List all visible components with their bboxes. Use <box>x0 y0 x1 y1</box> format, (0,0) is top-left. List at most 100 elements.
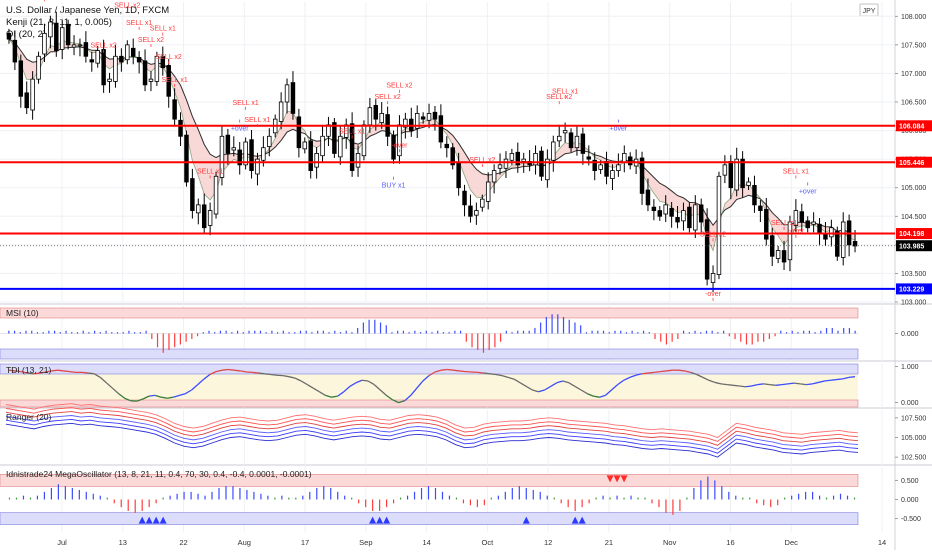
candle-body <box>232 148 236 150</box>
candle-body <box>557 136 561 141</box>
y-tick-label: 0.000 <box>901 331 919 338</box>
y-tick-label: 105.000 <box>901 435 926 442</box>
candle-body <box>19 61 23 96</box>
tdi-lower-band <box>0 400 858 407</box>
signal-label: SELL x1 <box>783 168 809 175</box>
level-price-label: 106.084 <box>899 123 924 130</box>
tdi-line <box>678 370 684 371</box>
candle-body <box>628 157 632 165</box>
y-tick-label: 102.500 <box>901 455 926 462</box>
candle-body <box>688 207 692 228</box>
candle-body <box>374 105 378 119</box>
level-price-label: 105.446 <box>899 160 924 167</box>
tdi-line <box>642 373 648 374</box>
signal-label: SELL x2 <box>386 83 412 90</box>
candle-body <box>664 205 668 214</box>
tdi-line <box>82 372 88 373</box>
candle-body <box>693 205 697 230</box>
candle-body <box>303 142 307 149</box>
candle-body <box>250 140 254 171</box>
candle-body <box>835 231 839 256</box>
y-tick-label: 103.000 <box>901 300 926 307</box>
candle-body <box>776 251 780 259</box>
tdi-line <box>52 370 58 371</box>
candle-body <box>753 185 757 204</box>
signal-label: SELL x2 <box>91 43 117 50</box>
candle-body <box>143 61 147 85</box>
candle-body <box>676 217 680 222</box>
candle-body <box>66 24 70 45</box>
candle-body <box>54 23 58 50</box>
kenji-cloud <box>9 39 855 250</box>
tdi-line <box>825 380 831 381</box>
y-tick-label: -0.500 <box>901 516 921 523</box>
candle-body <box>31 79 35 110</box>
candle-body <box>102 49 106 84</box>
candle-body <box>297 117 301 148</box>
y-tick-label: 105.000 <box>901 185 926 192</box>
candle-body <box>433 112 437 119</box>
signal-label: -over <box>788 228 805 235</box>
tdi-line <box>776 385 782 386</box>
tdi-line <box>660 371 666 372</box>
candle-body <box>338 136 342 157</box>
tdi-line <box>88 373 94 374</box>
candle-body <box>498 165 502 168</box>
tdi-line <box>362 380 368 381</box>
signal-label: SELL x2 <box>919 0 932 2</box>
candle-body <box>741 159 745 188</box>
candle-body <box>96 51 100 64</box>
y-tick-label: 0.500 <box>901 478 919 485</box>
candle-body <box>84 43 88 57</box>
candle-body <box>445 144 449 147</box>
candle-body <box>782 251 786 262</box>
tdi-line <box>831 380 837 381</box>
tdi-line <box>58 370 64 371</box>
candle-body <box>380 113 384 122</box>
signal-label: SELL x1 <box>244 117 270 124</box>
candle-body <box>421 117 425 119</box>
level-price-label: 104.198 <box>899 231 924 238</box>
tdi-line <box>447 369 453 370</box>
pane-title: MSI (10) <box>6 308 39 318</box>
pane-title: Idnistrade24 MegaOscillator (13, 8, 21, … <box>6 469 312 479</box>
signal-label: BUY x1 <box>382 183 406 190</box>
last-price-label: 103.985 <box>899 243 924 250</box>
x-tick-label: Dec <box>785 538 799 547</box>
signal-label: SELL x2 <box>700 231 726 238</box>
signal-label: SELL x1 <box>771 220 797 227</box>
tdi-line <box>849 377 855 378</box>
candle-body <box>114 56 118 81</box>
candle-body <box>196 205 200 213</box>
tdi-line <box>70 372 76 373</box>
candle-body <box>622 153 626 162</box>
x-tick-label: 12 <box>544 538 552 547</box>
candle-body <box>581 134 585 153</box>
candle-body <box>699 205 703 222</box>
tdi-line <box>64 371 70 372</box>
candle-body <box>43 33 47 54</box>
currency-badge[interactable]: JPY <box>860 4 878 16</box>
candle-body <box>108 79 112 81</box>
candle-body <box>37 56 41 79</box>
x-tick-label: 22 <box>179 538 187 547</box>
candle-body <box>504 159 508 168</box>
signal-label: +over <box>610 126 628 133</box>
tdi-line <box>727 385 733 386</box>
candle-body <box>439 116 443 142</box>
msi-upper-band <box>0 308 858 318</box>
x-tick-label: 16 <box>726 538 734 547</box>
candle-body <box>25 93 29 108</box>
tdi-line <box>259 373 265 374</box>
candle-body <box>368 108 372 125</box>
y-tick-label: 104.500 <box>901 214 926 221</box>
candle-body <box>291 83 295 114</box>
candle-body <box>605 161 609 176</box>
candle-body <box>522 159 526 161</box>
candle-body <box>78 45 82 46</box>
pane-title: TDI (13, 21) <box>6 365 52 375</box>
tdi-line <box>794 383 800 384</box>
